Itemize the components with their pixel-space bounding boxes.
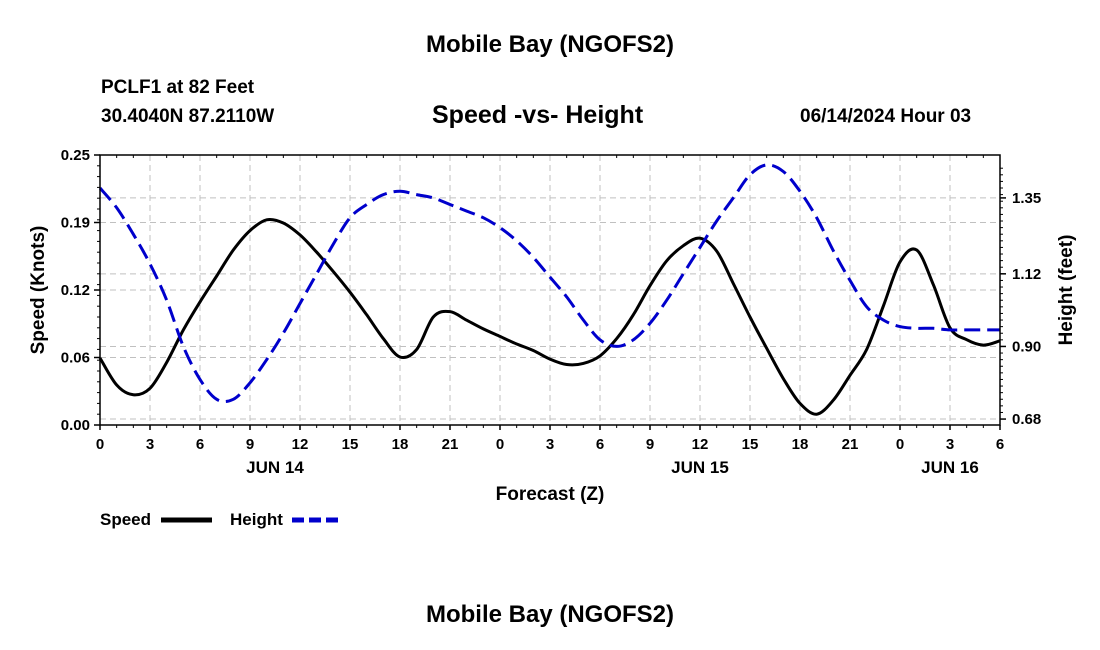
station-coordinates: 30.4040N 87.2110W bbox=[101, 106, 275, 127]
footer-title: Mobile Bay (NGOFS2) bbox=[425, 601, 675, 628]
y-tick-label: 0.12 bbox=[61, 282, 90, 299]
x-tick-label: 18 bbox=[392, 436, 409, 453]
x-tick-label: 21 bbox=[442, 436, 459, 453]
x-tick-label: 15 bbox=[342, 436, 359, 453]
x-tick-label: 0 bbox=[496, 436, 504, 453]
x-tick-label: 0 bbox=[896, 436, 904, 453]
y-tick-label: 0.25 bbox=[61, 147, 90, 164]
x-tick-label: 3 bbox=[546, 436, 554, 453]
legend: Speed Height bbox=[100, 510, 342, 529]
x-tick-label: 6 bbox=[596, 436, 604, 453]
y-axis-label: Speed (Knots) bbox=[28, 226, 49, 355]
x-tick-label: 9 bbox=[646, 436, 654, 453]
axes-layer: 0 3 6 9 12 15 18 21 0 3 6 9 12 15 18 21 0 3 6 JUN 14 JUN 15 J… bbox=[61, 147, 1041, 477]
x-tick-label: 6 bbox=[996, 436, 1004, 453]
chart-subtitle: Speed -vs- Height bbox=[432, 101, 644, 129]
day-label: JUN 14 bbox=[246, 458, 304, 477]
x-tick-label: 15 bbox=[742, 436, 759, 453]
x-tick-label: 12 bbox=[292, 436, 309, 453]
x-tick-label: 0 bbox=[96, 436, 104, 453]
y-tick-label: 0.06 bbox=[61, 350, 90, 367]
speed-series-line bbox=[98, 217, 1001, 416]
height-series-line bbox=[98, 163, 1000, 404]
forecast-datetime: 06/14/2024 Hour 03 bbox=[800, 106, 972, 127]
legend-height-label: Height bbox=[230, 510, 283, 529]
station-label: PCLF1 at 82 Feet bbox=[101, 77, 255, 98]
day-label: JUN 15 bbox=[671, 458, 729, 477]
x-tick-label: 6 bbox=[196, 436, 204, 453]
y2-tick-label: 0.90 bbox=[1012, 338, 1041, 355]
y-tick-label: 0.00 bbox=[61, 417, 90, 434]
y2-tick-label: 1.12 bbox=[1012, 266, 1041, 283]
x-tick-label: 9 bbox=[246, 436, 254, 453]
x-axis-label: Forecast (Z) bbox=[496, 484, 605, 505]
grid-layer bbox=[99, 155, 1001, 425]
x-tick-label: 21 bbox=[842, 436, 859, 453]
y-tick-label: 0.19 bbox=[61, 215, 90, 232]
y2-axis-label: Height (feet) bbox=[1056, 235, 1077, 346]
y2-tick-label: 1.35 bbox=[1012, 190, 1041, 207]
y2-tick-label: 0.68 bbox=[1012, 411, 1041, 428]
day-label: JUN 16 bbox=[921, 458, 979, 477]
x-tick-label: 3 bbox=[146, 436, 154, 453]
legend-speed-label: Speed bbox=[100, 510, 151, 529]
series-layer bbox=[98, 163, 1001, 416]
x-tick-label: 12 bbox=[692, 436, 709, 453]
x-tick-label: 18 bbox=[792, 436, 809, 453]
page-title: Mobile Bay (NGOFS2) bbox=[425, 31, 675, 58]
x-tick-label: 3 bbox=[946, 436, 954, 453]
